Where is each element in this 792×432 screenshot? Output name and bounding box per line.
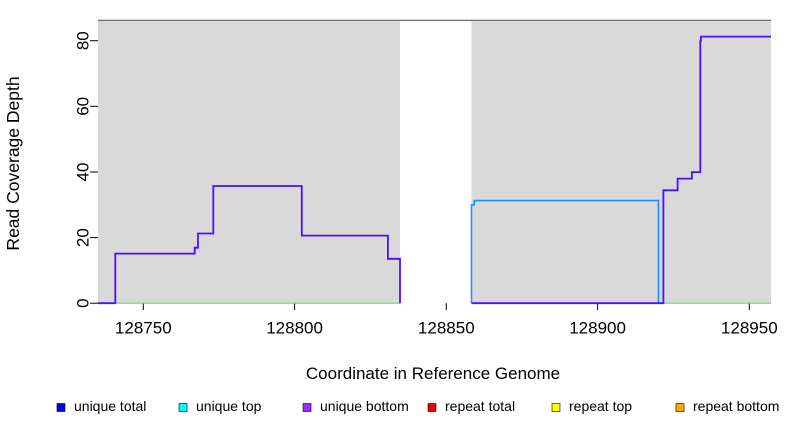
svg-text:Coordinate in Reference Genome: Coordinate in Reference Genome xyxy=(306,364,560,383)
svg-text:40: 40 xyxy=(73,163,92,182)
svg-text:repeat top: repeat top xyxy=(569,398,632,414)
svg-text:128950: 128950 xyxy=(721,319,778,338)
svg-text:repeat total: repeat total xyxy=(445,398,515,414)
svg-text:128750: 128750 xyxy=(115,319,172,338)
svg-text:128800: 128800 xyxy=(266,319,323,338)
svg-text:80: 80 xyxy=(73,31,92,50)
svg-text:128850: 128850 xyxy=(418,319,475,338)
svg-text:unique bottom: unique bottom xyxy=(320,398,409,414)
svg-text:Read Coverage Depth: Read Coverage Depth xyxy=(3,76,23,250)
svg-text:20: 20 xyxy=(73,228,92,247)
svg-text:unique total: unique total xyxy=(74,398,146,414)
svg-text:0: 0 xyxy=(73,298,92,307)
svg-text:repeat bottom: repeat bottom xyxy=(693,398,779,414)
svg-text:60: 60 xyxy=(73,97,92,116)
svg-text:128900: 128900 xyxy=(569,319,626,338)
svg-text:unique top: unique top xyxy=(196,398,262,414)
